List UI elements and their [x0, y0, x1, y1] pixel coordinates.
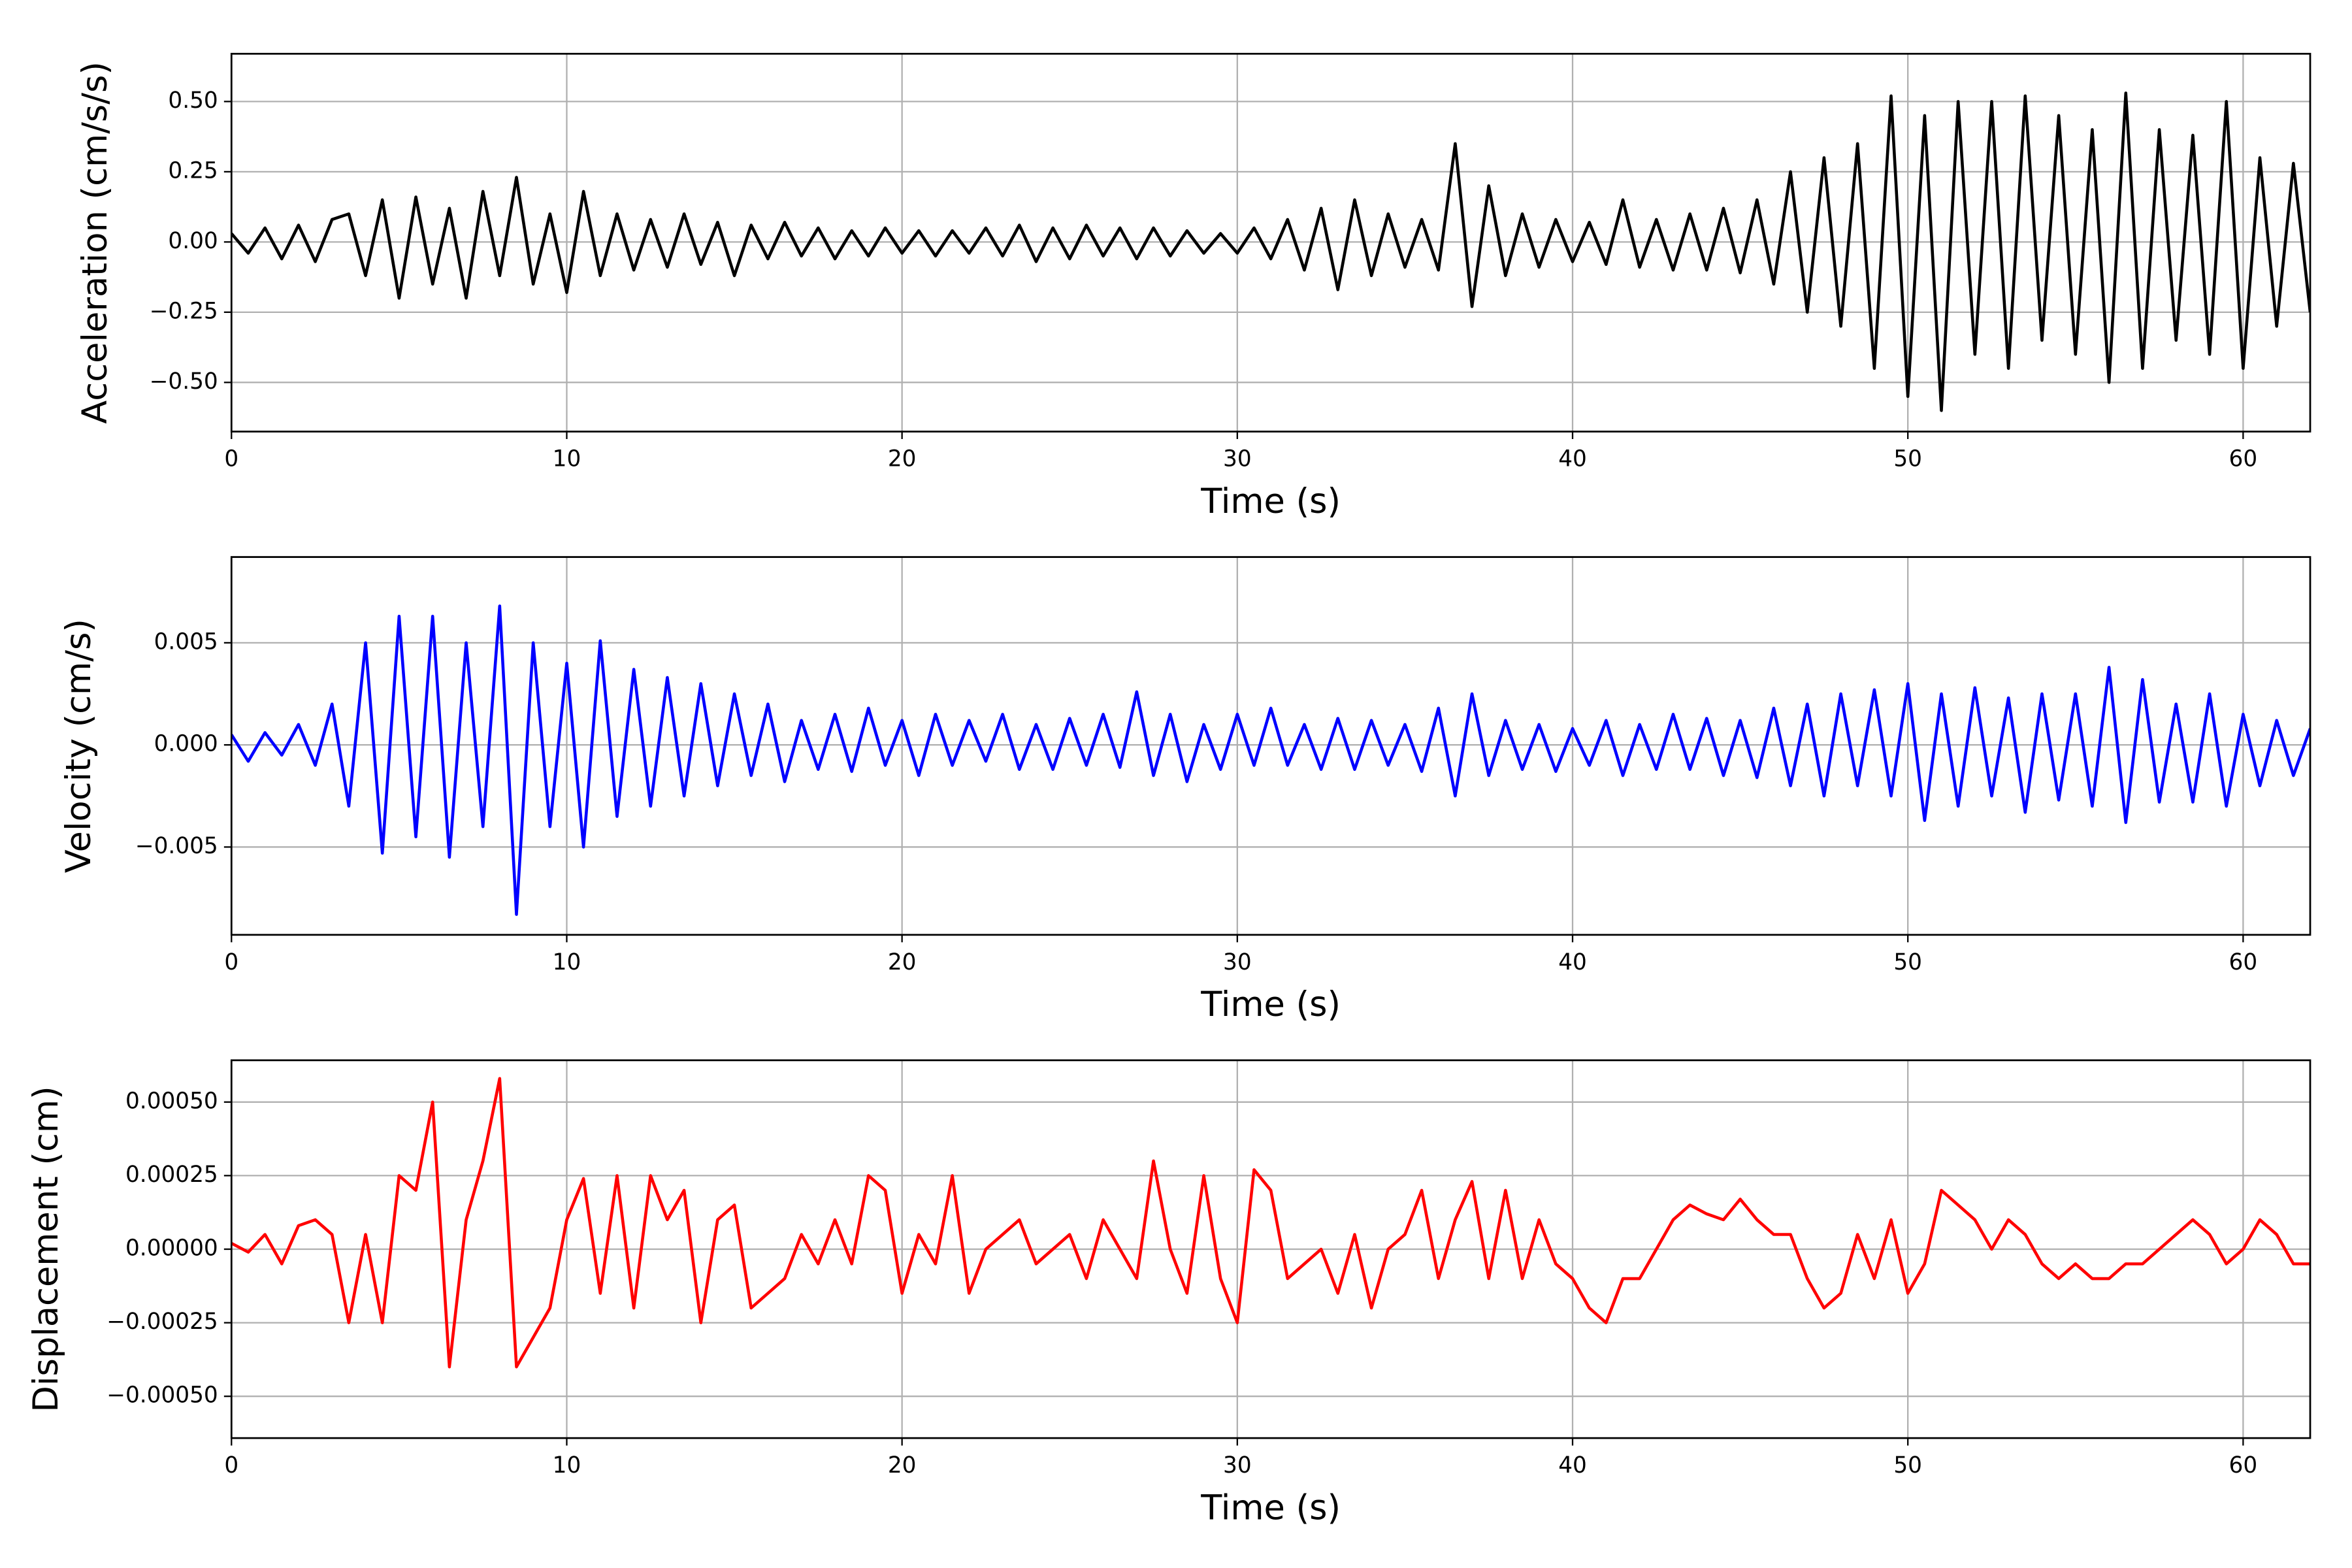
y-tick-label: 0.25 [168, 157, 218, 184]
y-tick-label: −0.00050 [106, 1382, 218, 1409]
x-tick-label: 0 [224, 1452, 238, 1478]
x-axis-label: Time (s) [1200, 985, 1341, 1024]
y-tick-label: −0.00025 [106, 1309, 218, 1335]
y-tick-label: −0.50 [150, 368, 218, 395]
y-axis-label: Acceleration (cm/s/s) [75, 61, 115, 424]
x-tick-label: 20 [888, 1452, 917, 1478]
y-tick-label: 0.005 [154, 629, 218, 655]
x-tick-label: 40 [1558, 446, 1587, 472]
y-tick-label: −0.005 [135, 833, 218, 859]
data-line [231, 91, 2310, 412]
x-tick-label: 50 [1893, 1452, 1922, 1478]
data-line [231, 1077, 2310, 1369]
x-tick-label: 60 [2229, 1452, 2258, 1478]
x-tick-label: 40 [1558, 949, 1587, 975]
data-line [231, 604, 2310, 916]
axes-frame [230, 556, 2311, 936]
y-tick-label: 0.00025 [125, 1162, 218, 1188]
x-tick-label: 40 [1558, 1452, 1587, 1478]
x-tick-label: 20 [888, 446, 917, 472]
y-tick-label: 0.00000 [125, 1235, 218, 1262]
x-tick-label: 50 [1893, 446, 1922, 472]
x-tick-label: 0 [224, 949, 238, 975]
y-tick-label: 0.00 [168, 228, 218, 254]
x-axis-label: Time (s) [1200, 1488, 1341, 1527]
x-tick-label: 30 [1223, 1452, 1252, 1478]
x-tick-label: 30 [1223, 446, 1252, 472]
x-tick-label: 10 [553, 949, 581, 975]
x-tick-label: 10 [553, 446, 581, 472]
y-axis-label: Displacement (cm) [26, 1086, 66, 1412]
x-axis-label: Time (s) [1200, 482, 1341, 521]
x-tick-label: 0 [224, 446, 238, 472]
y-tick-label: 0.00050 [125, 1088, 218, 1114]
y-tick-label: −0.25 [150, 298, 218, 324]
x-tick-label: 50 [1893, 949, 1922, 975]
x-tick-label: 60 [2229, 949, 2258, 975]
x-tick-label: 30 [1223, 949, 1252, 975]
x-tick-label: 60 [2229, 446, 2258, 472]
y-tick-label: 0.50 [168, 88, 218, 114]
x-tick-label: 10 [553, 1452, 581, 1478]
y-axis-label: Velocity (cm/s) [59, 619, 99, 873]
axes-frame [230, 1059, 2311, 1439]
y-tick-label: 0.000 [154, 731, 218, 757]
x-tick-label: 20 [888, 949, 917, 975]
axes-frame [230, 52, 2311, 433]
